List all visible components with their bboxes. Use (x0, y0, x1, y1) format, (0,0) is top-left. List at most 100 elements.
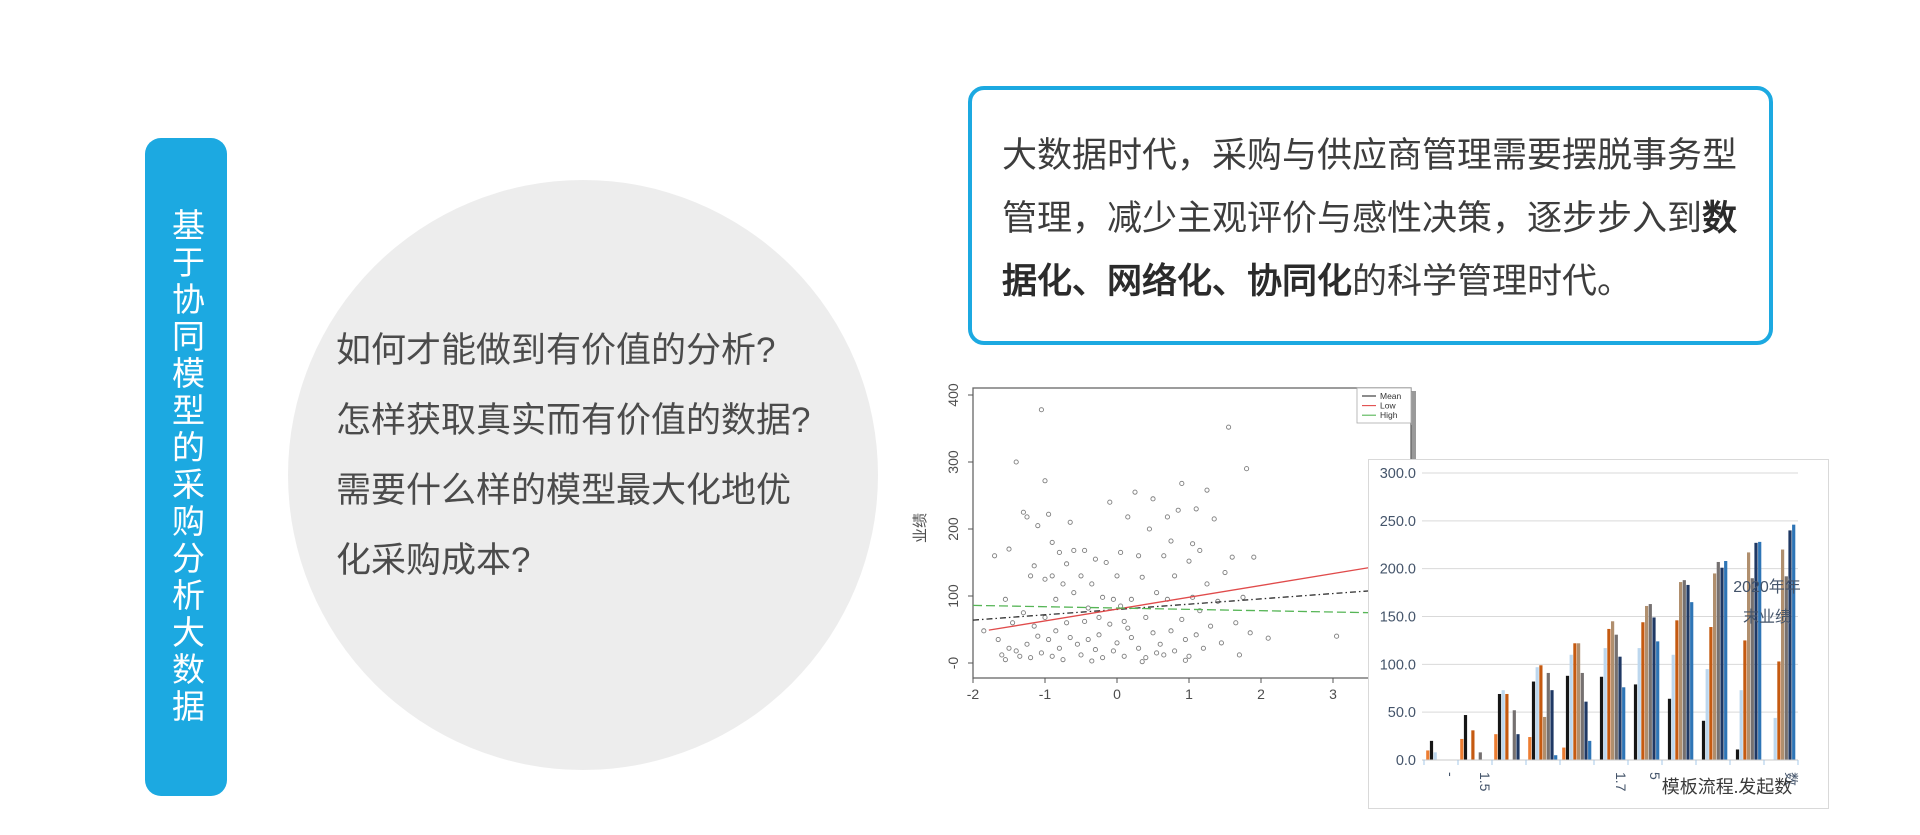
bar (1550, 690, 1554, 760)
scatter-point (1049, 539, 1055, 545)
scatter-point (1024, 641, 1030, 647)
bar (1641, 622, 1645, 760)
legend-label: High (1380, 410, 1398, 420)
x-tick-label: -1 (1039, 686, 1052, 702)
bar (1516, 734, 1520, 760)
scatter-point (1157, 641, 1163, 647)
callout-text: 大数据时代，采购与供应商管理需要摆脱事务型 (1002, 136, 1738, 175)
bar (1531, 681, 1536, 760)
bar (1580, 672, 1584, 760)
callout-line: 管理，减少主观评价与感性决策，逐步步入到数 (1002, 187, 1751, 250)
bar (1607, 628, 1611, 760)
bar (1478, 752, 1482, 760)
bar-x-label: 数 (1783, 772, 1799, 786)
callout-text: 的科学管理时代。 (1352, 262, 1633, 301)
scatter-point (1186, 653, 1192, 659)
scatter-point (1164, 514, 1170, 520)
bar (1716, 561, 1720, 760)
scatter-point (1182, 657, 1188, 663)
scatter-point (1071, 590, 1077, 596)
scatter-point (1046, 637, 1052, 643)
bar-y-label: 50.0 (1388, 705, 1416, 721)
legend-shadow (1411, 392, 1415, 425)
scatter-point (1002, 657, 1008, 663)
scatter-point (1154, 650, 1160, 656)
callout-line: 据化、网络化、协同化的科学管理时代。 (1002, 250, 1751, 313)
bar (1713, 573, 1717, 760)
scatter-point (1251, 554, 1257, 560)
scatter-point (1017, 653, 1023, 659)
scatter-point (1028, 655, 1034, 661)
scatter-point (1064, 561, 1070, 567)
bar (1682, 580, 1686, 760)
scatter-point (1089, 658, 1095, 664)
scatter-point (1139, 659, 1145, 665)
scatter-point (1038, 650, 1044, 656)
scatter-point (1236, 652, 1242, 658)
scatter-point (981, 628, 987, 634)
scatter-point (1136, 553, 1142, 559)
question-text: 如何才能做到有价值的分析? 怎样获取真实而有价值的数据? 需要什么样的模型最大化… (336, 316, 836, 596)
legend-label: Mean (1380, 391, 1402, 401)
scatter-point (1161, 652, 1167, 658)
bar (1528, 737, 1532, 760)
scatter-point (1049, 573, 1055, 579)
bar (1679, 582, 1683, 760)
bar (1426, 750, 1430, 760)
bar (1784, 576, 1788, 760)
scatter-point (1035, 523, 1041, 529)
scatter-point (1053, 628, 1059, 634)
scatter-point (1078, 652, 1084, 658)
bar (1739, 690, 1743, 760)
scatter-point (1042, 478, 1048, 484)
scatter-point (1150, 630, 1156, 636)
question-line: 如何才能做到有价值的分析? (336, 331, 776, 370)
bar (1709, 627, 1713, 760)
scatter-point (1168, 538, 1174, 544)
scatter-point (1056, 549, 1062, 556)
scatter-point (1154, 590, 1160, 596)
scatter-point (1064, 620, 1070, 626)
scatter-point (1139, 574, 1145, 580)
scatter-point (1233, 620, 1239, 626)
bar (1777, 661, 1781, 760)
scatter-point (1024, 514, 1030, 520)
x-tick-label: 0 (1113, 686, 1121, 702)
scatter-point (1006, 645, 1012, 651)
scatter-point (1013, 459, 1019, 465)
bar (1792, 524, 1796, 760)
scatter-point (1265, 635, 1271, 641)
bar-y-label: 250.0 (1380, 514, 1416, 530)
bar (1754, 542, 1758, 760)
scatter-point (1229, 554, 1235, 560)
bar (1494, 734, 1498, 760)
scatter-point (1190, 541, 1196, 547)
scatter-point (1204, 487, 1210, 493)
bar (1758, 541, 1762, 760)
scatter-point (1078, 573, 1084, 579)
y-tick-label: 100 (945, 584, 961, 608)
bar-overlay-label: 2020年年 (1733, 578, 1801, 596)
bar (1648, 604, 1652, 760)
bar (1573, 643, 1577, 760)
scatter-point (1128, 634, 1134, 641)
scatter-point (1071, 547, 1077, 553)
scatter-point (1146, 526, 1152, 532)
question-line: 需要什么样的模型最大化地优 (336, 471, 792, 510)
scatter-point (1067, 634, 1073, 641)
bar (1652, 617, 1656, 760)
scatter-point (1218, 640, 1224, 646)
bar (1497, 693, 1502, 760)
scatter-point (1114, 573, 1120, 579)
y-axis-title: 业绩 (912, 513, 929, 543)
bar (1588, 740, 1592, 760)
scatter-point (1020, 509, 1026, 515)
bar (1429, 740, 1434, 760)
scatter-point (1172, 573, 1178, 579)
scatter-point (1226, 424, 1232, 430)
scatter-point (1121, 653, 1127, 659)
scatter-point (1114, 640, 1120, 646)
scatter-point (1136, 645, 1142, 651)
bar (1577, 643, 1581, 760)
